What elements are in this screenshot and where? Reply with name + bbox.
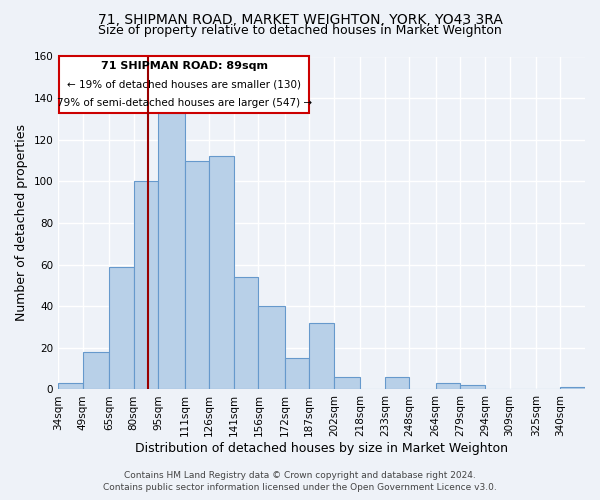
Bar [460,386,485,390]
Bar [309,323,334,390]
Bar [83,352,109,390]
Text: ← 19% of detached houses are smaller (130): ← 19% of detached houses are smaller (13… [67,80,301,90]
Bar [234,277,259,390]
Y-axis label: Number of detached properties: Number of detached properties [15,124,28,322]
Bar [334,377,360,390]
Text: 71 SHIPMAN ROAD: 89sqm: 71 SHIPMAN ROAD: 89sqm [101,60,268,70]
Bar [385,377,409,390]
Text: Size of property relative to detached houses in Market Weighton: Size of property relative to detached ho… [98,24,502,37]
Bar [158,112,185,390]
Bar [560,388,585,390]
Text: Contains HM Land Registry data © Crown copyright and database right 2024.
Contai: Contains HM Land Registry data © Crown c… [103,471,497,492]
Bar [58,383,83,390]
Bar [185,160,209,390]
Bar [209,156,234,390]
Bar [284,358,309,390]
Bar [134,182,158,390]
X-axis label: Distribution of detached houses by size in Market Weighton: Distribution of detached houses by size … [135,442,508,455]
Bar [259,306,284,390]
Text: 71, SHIPMAN ROAD, MARKET WEIGHTON, YORK, YO43 3RA: 71, SHIPMAN ROAD, MARKET WEIGHTON, YORK,… [98,12,502,26]
FancyBboxPatch shape [59,56,309,112]
Bar [436,383,460,390]
Text: 79% of semi-detached houses are larger (547) →: 79% of semi-detached houses are larger (… [56,98,311,108]
Bar [109,266,134,390]
